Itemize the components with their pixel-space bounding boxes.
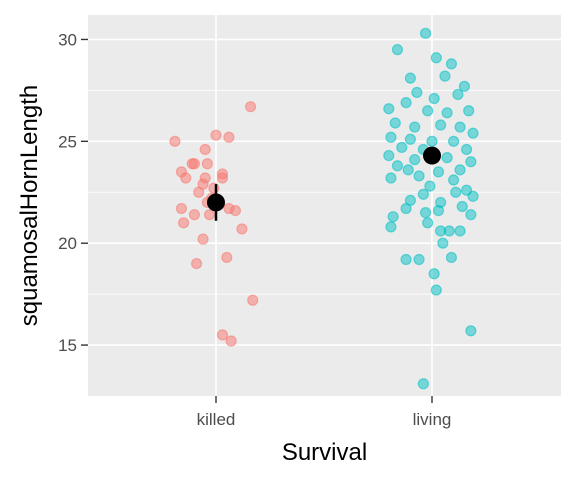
data-point-living <box>402 164 414 176</box>
data-point-living <box>391 160 404 172</box>
data-point-living <box>396 141 408 154</box>
data-point-killed <box>203 209 216 221</box>
data-point-killed <box>223 131 235 143</box>
data-point-living <box>383 103 395 115</box>
y-tick-label: 20 <box>58 234 77 253</box>
data-point-living <box>454 164 466 176</box>
data-point-living <box>383 149 395 162</box>
data-point-living <box>454 225 466 237</box>
data-point-killed <box>221 251 233 264</box>
data-point-living <box>443 225 455 237</box>
data-point-living <box>424 180 436 192</box>
panel-background <box>88 15 561 396</box>
data-point-killed <box>244 101 257 113</box>
data-point-killed <box>208 182 220 194</box>
data-point-killed <box>210 129 222 141</box>
data-point-living <box>413 253 425 266</box>
y-tick-label: 25 <box>58 132 77 151</box>
data-point-living <box>404 72 416 84</box>
data-point-killed <box>169 135 181 147</box>
data-point-living <box>409 154 421 166</box>
x-tick-label: killed <box>197 410 236 429</box>
data-point-living <box>441 152 453 164</box>
data-point-living <box>430 284 442 296</box>
mean-point-living <box>423 146 441 165</box>
data-point-living <box>458 80 470 92</box>
data-point-living <box>460 143 473 156</box>
data-point-living <box>389 117 401 129</box>
data-point-living <box>428 92 440 105</box>
data-point-living <box>467 127 479 139</box>
data-point-living <box>385 131 397 143</box>
data-point-living <box>426 135 438 147</box>
data-point-living <box>465 156 477 168</box>
data-point-living <box>391 44 404 56</box>
data-point-living <box>452 88 464 101</box>
data-point-living <box>411 86 423 99</box>
data-point-living <box>422 217 434 229</box>
mean-point-killed <box>207 193 225 212</box>
data-point-living <box>454 121 466 133</box>
data-point-living <box>400 253 412 266</box>
data-point-killed <box>175 202 188 215</box>
data-point-living <box>419 207 432 219</box>
data-point-killed <box>216 172 229 184</box>
data-point-living <box>465 209 477 221</box>
data-point-killed <box>201 158 213 170</box>
data-point-living <box>450 186 462 198</box>
data-point-living <box>445 58 458 70</box>
data-point-killed <box>180 172 192 184</box>
data-point-living <box>385 172 397 184</box>
data-point-killed <box>193 186 205 198</box>
data-point-living <box>422 105 434 117</box>
data-point-living <box>432 166 445 178</box>
summary-layer <box>207 146 441 221</box>
data-point-living <box>435 119 447 131</box>
y-axis-title: squamosalHornLength <box>16 85 43 327</box>
y-tick-label: 15 <box>58 336 77 355</box>
data-point-living <box>417 378 429 390</box>
data-point-killed <box>236 223 248 235</box>
data-point-living <box>465 325 477 337</box>
data-point-living <box>448 174 460 186</box>
data-point-living <box>445 251 458 264</box>
data-point-living <box>448 135 460 147</box>
y-tick-label: 30 <box>58 30 77 49</box>
data-point-living <box>463 105 475 117</box>
data-point-killed <box>178 217 190 229</box>
data-point-living <box>404 133 416 145</box>
data-point-living <box>437 237 449 249</box>
grid-minor <box>88 89 561 295</box>
data-point-living <box>417 188 429 200</box>
data-point-living <box>441 107 453 119</box>
data-point-killed <box>216 329 229 341</box>
data-point-living <box>400 202 412 215</box>
data-point-living <box>419 27 432 39</box>
grid-major <box>88 15 561 396</box>
data-point-living <box>467 190 479 202</box>
data-point-living <box>430 52 442 64</box>
data-point-living <box>456 200 468 213</box>
data-point-killed <box>197 233 209 245</box>
data-point-living <box>385 221 397 233</box>
data-point-killed <box>188 209 200 221</box>
data-point-living <box>439 70 451 82</box>
data-point-killed <box>225 335 237 347</box>
data-point-killed <box>190 257 203 270</box>
data-point-killed <box>199 143 211 156</box>
data-point-living <box>400 97 412 109</box>
data-point-killed <box>188 158 200 170</box>
data-point-living <box>432 204 445 217</box>
data-point-killed <box>247 294 259 306</box>
x-tick-label: living <box>413 410 452 429</box>
data-point-killed <box>229 204 242 217</box>
data-points <box>169 27 479 390</box>
data-point-living <box>387 211 399 223</box>
data-point-living <box>409 121 421 133</box>
data-point-living <box>413 170 425 182</box>
data-point-living <box>428 268 440 280</box>
axes: 15 20 25 30 killed living <box>58 30 451 429</box>
x-axis-title: Survival <box>282 439 367 466</box>
